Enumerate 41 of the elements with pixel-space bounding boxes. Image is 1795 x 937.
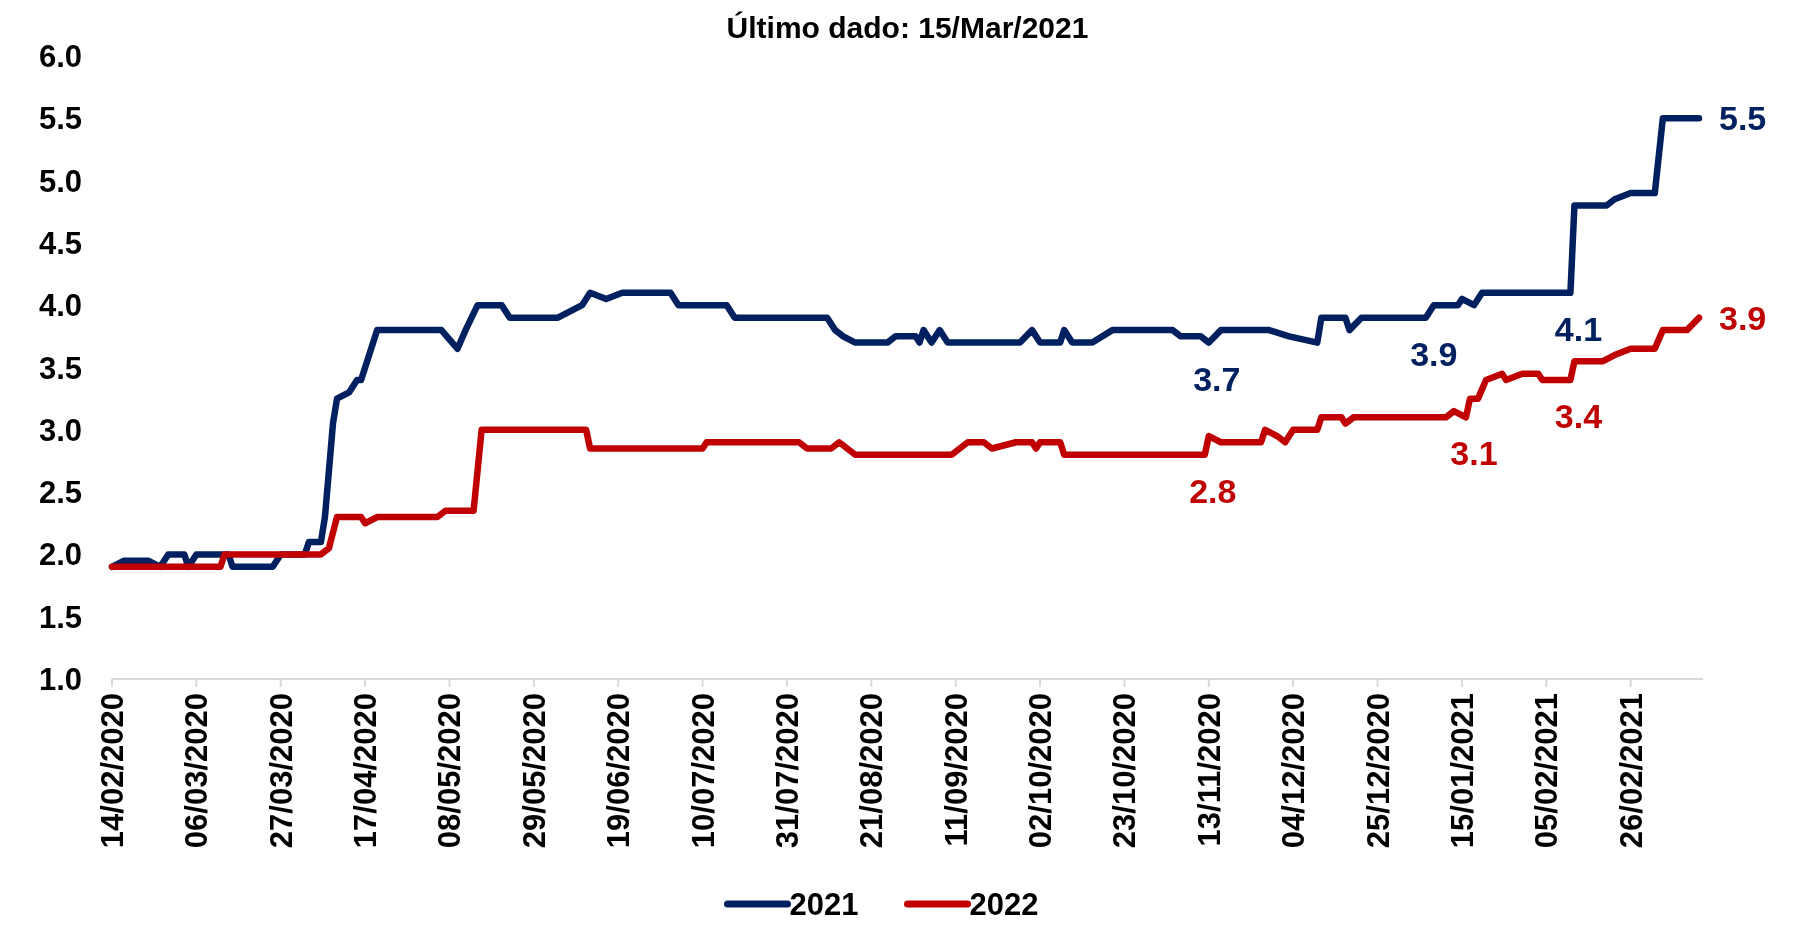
x-tick-label: 31/07/2020 [769, 693, 805, 849]
y-tick-label: 6.0 [38, 39, 82, 74]
y-tick-label: 2.5 [38, 475, 82, 511]
data-label: 3.1 [1450, 434, 1498, 473]
x-tick-label: 06/03/2020 [179, 693, 215, 849]
x-tick-label: 26/02/2021 [1613, 693, 1649, 849]
y-tick-label: 2.0 [38, 537, 82, 573]
legend-label: 2021 [789, 887, 859, 922]
x-tick-label: 13/11/2020 [1191, 693, 1227, 847]
x-tick-label: 29/05/2020 [516, 693, 552, 849]
y-tick-label: 4.0 [38, 288, 82, 324]
data-label: 5.5 [1718, 99, 1767, 138]
x-tick-label: 19/06/2020 [601, 693, 637, 849]
chart-title: Último dado: 15/Mar/2021 [726, 11, 1089, 44]
data-label: 3.9 [1410, 334, 1458, 373]
y-tick-label: 1.5 [38, 599, 82, 635]
y-tick-label: 3.0 [38, 412, 82, 448]
data-label: 2.8 [1189, 471, 1237, 510]
x-tick-label: 23/10/2020 [1107, 693, 1143, 849]
x-tick-label: 21/08/2020 [854, 693, 890, 849]
y-tick-label: 1.0 [38, 662, 82, 697]
y-tick-label: 4.5 [38, 225, 82, 261]
y-tick-label: 5.0 [38, 163, 82, 199]
x-tick-label: 15/01/2021 [1444, 693, 1480, 849]
x-tick-label: 27/03/2020 [263, 693, 299, 849]
y-tick-label: 5.5 [38, 101, 82, 137]
data-label: 4.1 [1554, 309, 1603, 348]
x-tick-label: 02/10/2020 [1023, 693, 1059, 849]
x-tick-label: 11/09/2020 [938, 693, 974, 847]
x-tick-label: 05/02/2021 [1529, 693, 1565, 849]
x-tick-label: 25/12/2020 [1360, 693, 1396, 849]
data-label: 3.4 [1554, 396, 1603, 435]
y-tick-label: 3.5 [38, 350, 82, 386]
legend-label: 2022 [969, 887, 1039, 922]
x-tick-label: 10/07/2020 [685, 693, 721, 849]
x-tick-label: 17/04/2020 [348, 693, 384, 849]
data-label: 3.7 [1193, 359, 1241, 398]
x-tick-label: 08/05/2020 [432, 693, 468, 849]
x-tick-label: 04/12/2020 [1276, 693, 1312, 849]
data-label: 3.9 [1718, 298, 1767, 337]
x-tick-label: 14/02/2020 [95, 693, 130, 849]
